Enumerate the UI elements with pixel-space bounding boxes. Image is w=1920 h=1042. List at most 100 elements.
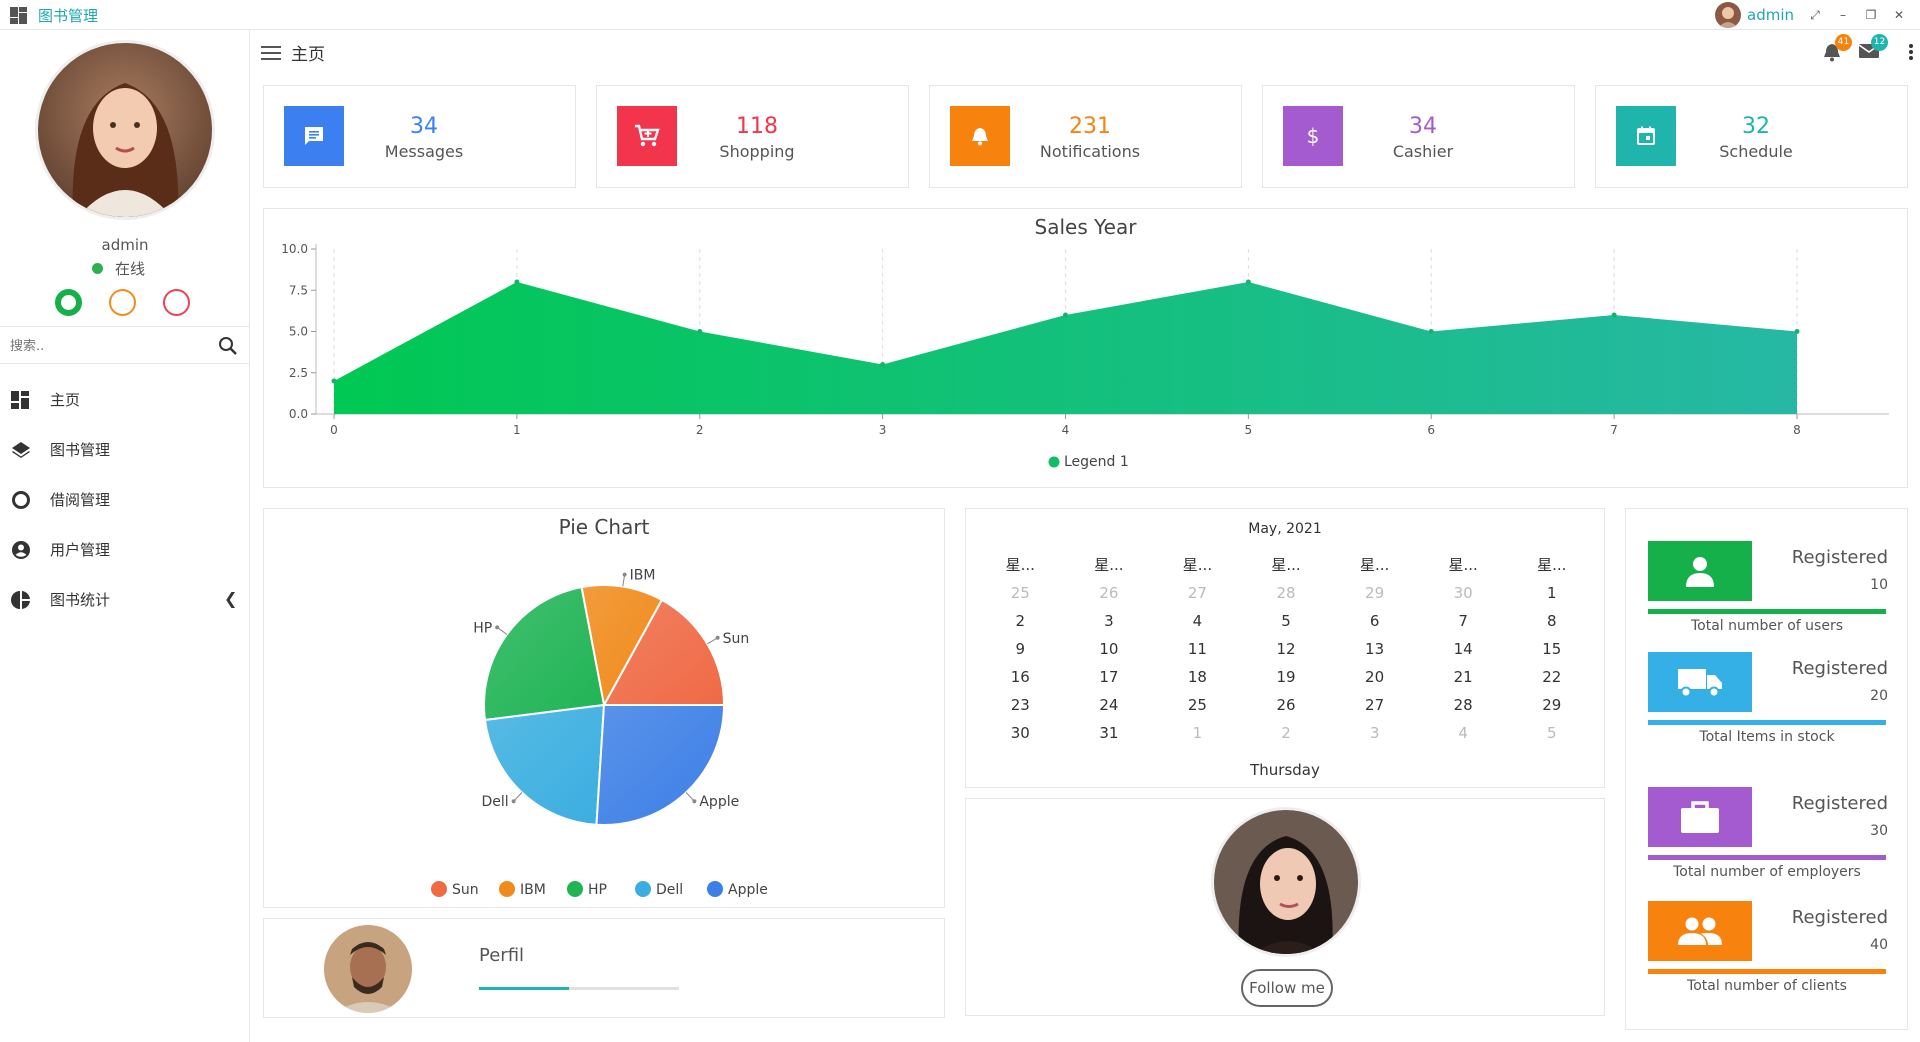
calendar-day[interactable]: 5 — [1546, 724, 1557, 742]
legend-label: Apple — [728, 882, 768, 898]
calendar-day[interactable]: 16 — [1010, 668, 1030, 686]
calendar-day[interactable]: 1 — [1192, 724, 1203, 742]
stat-card-shopping[interactable]: 118 Shopping — [596, 85, 909, 188]
calendar-weekday: 星... — [1005, 556, 1035, 574]
titlebar-username[interactable]: admin — [1747, 6, 1794, 24]
calendar-day[interactable]: 29 — [1542, 696, 1562, 714]
stat-card-cashier[interactable]: $ 34 Cashier — [1262, 85, 1575, 188]
calendar-day[interactable]: 12 — [1276, 640, 1296, 658]
sidebar-item-home[interactable]: 主页 — [0, 375, 250, 425]
calendar-day[interactable]: 2 — [1015, 612, 1026, 630]
summary-label: Total number of employers — [1673, 864, 1861, 880]
calendar-day[interactable]: 21 — [1453, 668, 1473, 686]
calendar-day[interactable]: 27 — [1365, 696, 1385, 714]
calendar-day[interactable]: 9 — [1015, 640, 1026, 658]
calendar-title[interactable]: May, 2021 — [1248, 521, 1322, 537]
calendar-week-row: 25 26 27 28 29 30 1 — [976, 579, 1596, 607]
calendar-day[interactable]: 29 — [1365, 584, 1385, 602]
search-input[interactable] — [10, 335, 210, 357]
calendar-day[interactable]: 5 — [1281, 612, 1291, 630]
calendar-day[interactable]: 25 — [1187, 696, 1207, 714]
calendar-day[interactable]: 20 — [1365, 668, 1385, 686]
notifications-button[interactable]: 41 — [1822, 34, 1852, 62]
chart-title: Sales Year — [1034, 215, 1137, 239]
follow-me-button[interactable]: Follow me — [1241, 969, 1333, 1007]
status-busy-button[interactable] — [163, 289, 190, 316]
data-point — [697, 329, 703, 334]
calendar-weekday: 星... — [1182, 556, 1213, 574]
pie-slice-dell — [483, 703, 606, 826]
calendar-day[interactable]: 3 — [1104, 612, 1114, 630]
chevron-left-icon[interactable]: ❮ — [224, 589, 238, 608]
sidebar-item-borrow[interactable]: 借阅管理 — [0, 475, 250, 525]
calendar-day[interactable]: 26 — [1276, 696, 1296, 714]
restore-icon[interactable]: ❐ — [1865, 8, 1877, 22]
calendar-day[interactable]: 22 — [1542, 668, 1562, 686]
status-online-button[interactable] — [55, 289, 82, 316]
fullscreen-icon[interactable]: ⤢ — [1810, 8, 1820, 22]
pie-label-line — [622, 574, 626, 587]
calendar-weekday: 星... — [1359, 556, 1390, 574]
calendar-day[interactable]: 17 — [1099, 668, 1119, 686]
calendar-day[interactable]: 31 — [1099, 724, 1119, 742]
close-icon[interactable]: ✕ — [1893, 8, 1905, 22]
titlebar-avatar[interactable] — [1715, 2, 1741, 28]
message-icon — [284, 106, 344, 166]
calendar-day[interactable]: 10 — [1099, 640, 1119, 658]
calendar-weekday: 星... — [1271, 556, 1301, 574]
messages-button[interactable]: 12 — [1858, 34, 1888, 62]
summary-bar — [1648, 720, 1886, 725]
search-icon[interactable] — [218, 336, 238, 356]
stat-label: Schedule — [1719, 142, 1793, 161]
calendar-day[interactable]: 15 — [1542, 640, 1562, 658]
stat-card-messages[interactable]: 34 Messages — [263, 85, 576, 188]
pie-label-dot — [692, 799, 697, 804]
calendar-day[interactable]: 30 — [1010, 724, 1030, 742]
menu-toggle-icon[interactable] — [261, 46, 281, 60]
legend-marker — [635, 881, 651, 897]
calendar-day[interactable]: 3 — [1369, 724, 1380, 742]
sidebar-search — [0, 326, 250, 364]
calendar-day[interactable]: 24 — [1099, 696, 1119, 714]
calendar-day[interactable]: 30 — [1453, 584, 1473, 602]
minimize-icon[interactable]: – — [1840, 8, 1846, 22]
sidebar-item-books[interactable]: 图书管理 — [0, 425, 250, 475]
calendar-day[interactable]: 8 — [1546, 612, 1557, 630]
calendar-day[interactable]: 6 — [1369, 612, 1380, 630]
calendar-day[interactable]: 13 — [1365, 640, 1385, 658]
calendar-day[interactable]: 2 — [1281, 724, 1291, 742]
calendar-day[interactable]: 1 — [1546, 584, 1557, 602]
calendar-day[interactable]: 4 — [1458, 724, 1468, 742]
y-tick-label: 7.5 — [289, 283, 308, 297]
calendar-day[interactable]: 14 — [1453, 640, 1473, 658]
y-tick-label: 2.5 — [289, 366, 308, 380]
calendar-day[interactable]: 28 — [1453, 696, 1473, 714]
messages-badge: 12 — [1871, 34, 1888, 51]
sidebar-item-label: 借阅管理 — [50, 491, 111, 509]
pie-chart: Sun IBM HP Dell Apple Sun IBM HP Dell Apple — [431, 568, 768, 898]
calendar-day[interactable]: 25 — [1010, 584, 1030, 602]
pie-label: IBM — [630, 568, 656, 584]
sidebar-item-users[interactable]: 用户管理 — [0, 525, 250, 575]
legend-marker — [1048, 456, 1060, 468]
group-icon — [1648, 901, 1752, 961]
sidebar-item-stats[interactable]: 图书统计 ❮ — [0, 575, 250, 625]
sidebar-item-label: 图书管理 — [50, 441, 111, 459]
calendar-day[interactable]: 7 — [1458, 612, 1468, 630]
stat-card-schedule[interactable]: 32 Schedule — [1595, 85, 1908, 188]
stat-card-notifications[interactable]: 231 Notifications — [929, 85, 1242, 188]
pie-label-dot — [622, 572, 627, 577]
calendar-day[interactable]: 19 — [1276, 668, 1296, 686]
calendar-day[interactable]: 4 — [1192, 612, 1203, 630]
more-vert-icon[interactable] — [1908, 42, 1914, 62]
status-away-button[interactable] — [109, 289, 136, 316]
calendar-day[interactable]: 23 — [1010, 696, 1030, 714]
app-title: 图书管理 — [38, 7, 99, 25]
series-area — [334, 282, 1797, 414]
calendar-day[interactable]: 28 — [1276, 584, 1296, 602]
calendar-day[interactable]: 27 — [1187, 584, 1207, 602]
calendar-day[interactable]: 11 — [1187, 640, 1207, 658]
stat-label: Notifications — [1039, 142, 1141, 161]
calendar-day[interactable]: 26 — [1099, 584, 1119, 602]
calendar-day[interactable]: 18 — [1187, 668, 1207, 686]
